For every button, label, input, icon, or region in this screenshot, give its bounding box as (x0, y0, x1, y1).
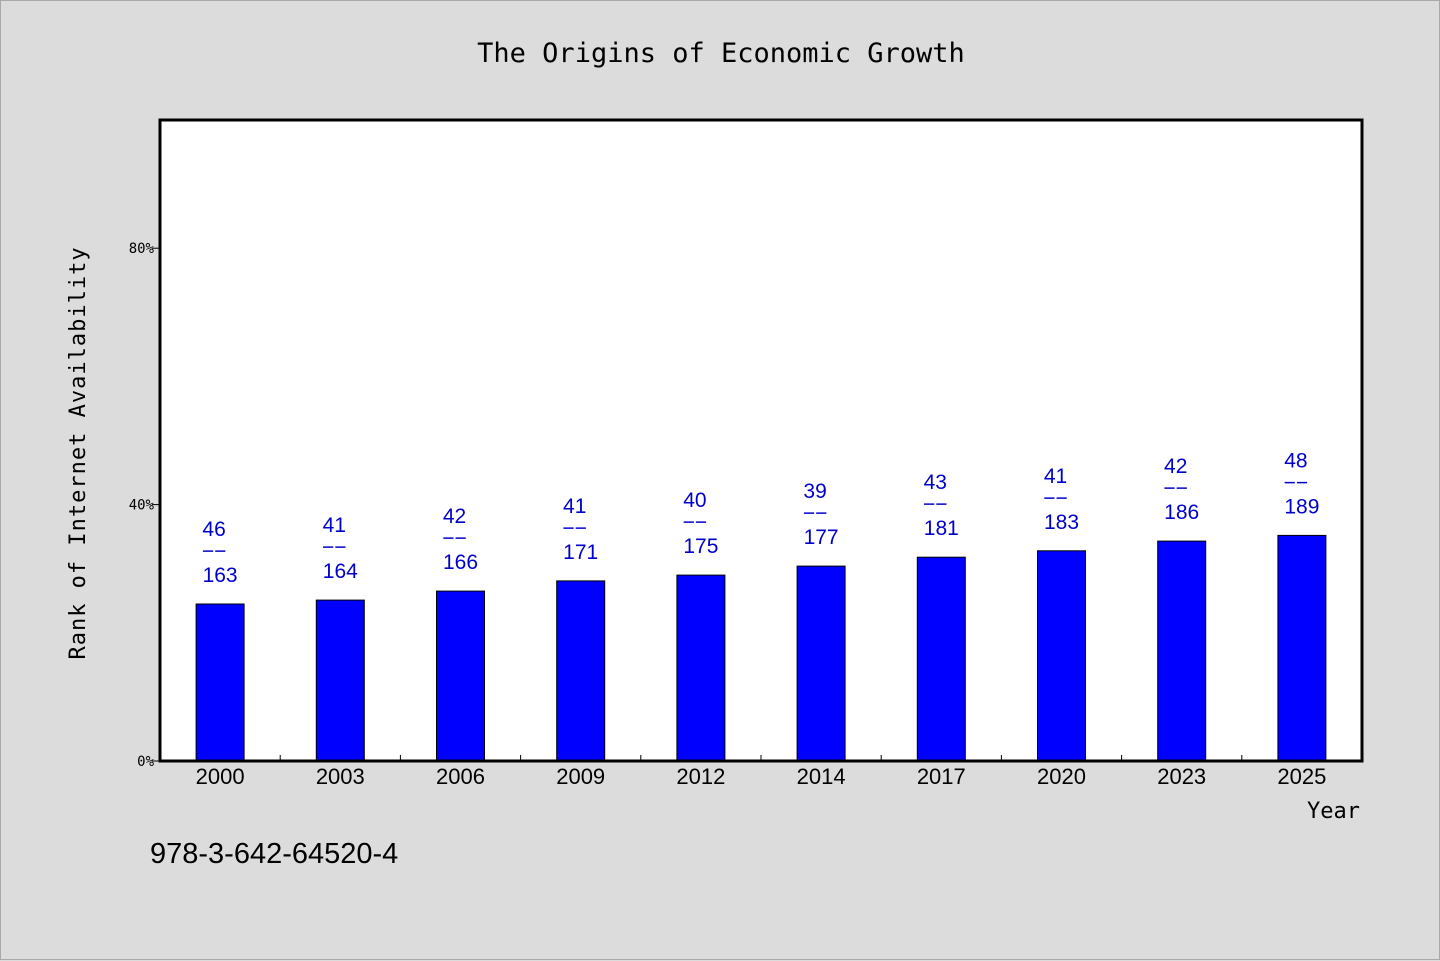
plot-border (158, 118, 1364, 763)
bar (1277, 534, 1327, 762)
data-label-separator: −− (803, 502, 828, 525)
bar (1157, 540, 1207, 762)
data-label-top: 43 (924, 471, 947, 494)
y-axis-label: Rank of Internet Availability (66, 246, 91, 659)
data-label-bottom: 183 (1044, 511, 1079, 534)
bar (315, 599, 365, 762)
x-tick-label: 2012 (676, 764, 725, 789)
data-label-separator: −− (1043, 487, 1068, 510)
x-tick-label: 2003 (316, 764, 365, 789)
bar (676, 574, 726, 762)
y-tick-label: 80% (129, 241, 155, 257)
x-axis-label: Year (1307, 799, 1360, 824)
data-label-separator: −− (1284, 471, 1309, 494)
x-tick-label: 2000 (196, 764, 245, 789)
data-label-top: 39 (803, 480, 826, 503)
y-tick-label: 40% (129, 498, 155, 514)
axis-layer: 2000 2003 2006 2009 2012 2014 2017 2020 2023 2025… (129, 241, 1327, 789)
data-label-bottom: 181 (924, 517, 959, 540)
x-tick-label: 2006 (436, 764, 485, 789)
x-tick-label: 2025 (1277, 764, 1326, 789)
data-label-top: 46 (202, 518, 225, 541)
data-label-separator: −− (442, 527, 467, 550)
data-label-top: 41 (1044, 465, 1067, 488)
data-label-separator: −− (923, 493, 948, 516)
data-label-bottom: 171 (563, 541, 598, 564)
data-label-bottom: 163 (203, 564, 238, 587)
data-label-bottom: 186 (1164, 501, 1199, 524)
data-label-bottom: 189 (1284, 495, 1319, 518)
data-label-separator: −− (322, 536, 347, 559)
data-label-top: 48 (1284, 449, 1307, 472)
bars-layer (195, 534, 1327, 762)
data-label-bottom: 166 (443, 551, 478, 574)
bar (436, 590, 485, 762)
isbn-text: 978-3-642-64520-4 (150, 838, 398, 870)
data-label-top: 40 (683, 489, 706, 512)
chart-title: The Origins of Economic Growth (477, 38, 965, 69)
bar (796, 565, 846, 762)
data-label-separator: −− (202, 540, 227, 563)
bar (1037, 550, 1086, 762)
x-tick-label: 2014 (797, 764, 846, 789)
data-label-separator: −− (1163, 477, 1188, 500)
x-tick-label: 2023 (1157, 764, 1206, 789)
data-label-bottom: 175 (683, 535, 718, 558)
x-tick-label: 2009 (556, 764, 605, 789)
bar (195, 603, 245, 762)
data-label-top: 42 (443, 505, 466, 528)
x-tick-label: 2020 (1037, 764, 1086, 789)
bar (556, 580, 606, 762)
data-label-top: 41 (563, 495, 586, 518)
bar (916, 556, 966, 762)
data-label-top: 42 (1164, 455, 1187, 478)
data-label-bottom: 164 (323, 560, 358, 583)
data-label-separator: −− (562, 517, 587, 540)
y-tick-label: 0% (137, 754, 154, 770)
data-label-bottom: 177 (804, 526, 839, 549)
data-label-separator: −− (683, 511, 708, 534)
data-labels-layer: 46−−16341−−16442−−16641−−17140−−17539−−1… (202, 449, 1320, 587)
data-label-top: 41 (323, 514, 346, 537)
x-tick-label: 2017 (917, 764, 966, 789)
